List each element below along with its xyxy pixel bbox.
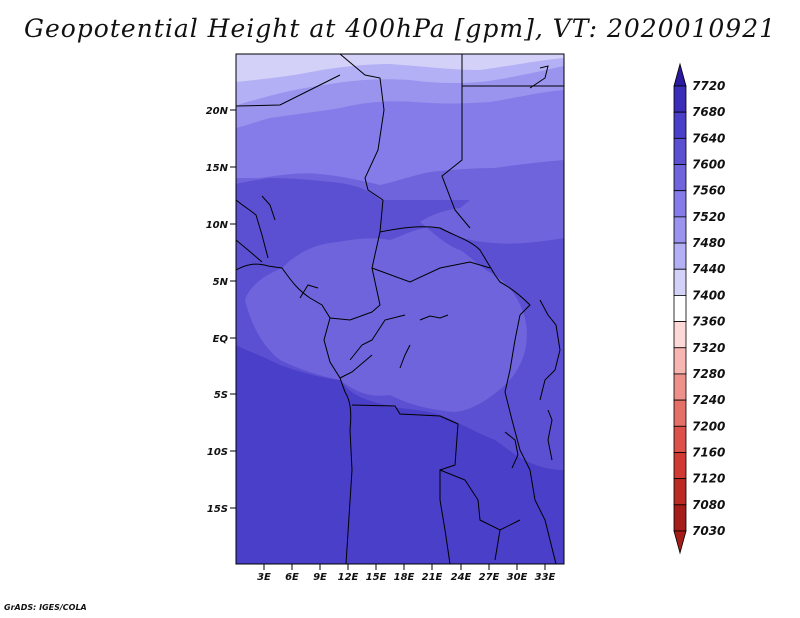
colorbar-label: 7280 <box>692 367 725 381</box>
footer-credit: GrADS: IGES/COLA <box>4 603 87 612</box>
colorbar-segment <box>673 425 687 453</box>
contour-fill <box>236 54 564 564</box>
colorbar-label: 7680 <box>692 105 725 119</box>
lat-tick-15n: 15N <box>206 163 229 174</box>
colorbar-label: 7520 <box>692 210 725 224</box>
lat-tick-20n: 20N <box>206 106 229 117</box>
colorbar-label: 7320 <box>692 341 725 355</box>
colorbar-segment <box>673 216 687 244</box>
colorbar-label: 7720 <box>692 79 725 93</box>
lon-tick-12e: 12E <box>338 572 359 583</box>
colorbar-label: 7240 <box>692 393 725 407</box>
colorbar-segment <box>673 242 687 270</box>
colorbar-label: 7640 <box>692 131 725 145</box>
colorbar-segment <box>673 111 687 139</box>
colorbar-segment <box>673 268 687 296</box>
colorbar-top-arrow <box>673 62 687 87</box>
lat-tick-5s: 5S <box>214 390 228 401</box>
colorbar-segment <box>673 373 687 401</box>
lat-axis: 20N 15N 10N 5N EQ 5S 10S 15S <box>206 106 236 515</box>
colorbar-label: 7560 <box>692 184 725 198</box>
colorbar-label: 7120 <box>692 472 725 486</box>
chart-title: Geopotential Height at 400hPa [gpm], VT:… <box>23 14 777 43</box>
lat-tick-15s: 15S <box>207 504 228 515</box>
colorbar-label: 7480 <box>692 236 725 250</box>
colorbar-label: 7440 <box>692 262 725 276</box>
lon-tick-30e: 30E <box>507 572 528 583</box>
colorbar-label: 7080 <box>692 498 725 512</box>
band-7400 <box>236 54 564 82</box>
lat-tick-eq: EQ <box>213 334 229 345</box>
lon-tick-6e: 6E <box>285 572 299 583</box>
colorbar-segment <box>673 478 687 506</box>
colorbar-segment <box>673 347 687 375</box>
colorbar-segment <box>673 321 687 349</box>
lon-tick-18e: 18E <box>394 572 415 583</box>
colorbar-label: 7360 <box>692 315 725 329</box>
map-frame <box>235 53 565 565</box>
lon-tick-33e: 33E <box>535 572 556 583</box>
lon-tick-24e: 24E <box>451 572 472 583</box>
lat-tick-10s: 10S <box>207 447 228 458</box>
lon-tick-3e: 3E <box>257 572 271 583</box>
lon-tick-27e: 27E <box>479 572 500 583</box>
colorbar-label: 7030 <box>692 524 725 538</box>
colorbar-segment <box>673 399 687 427</box>
lon-tick-9e: 9E <box>313 572 327 583</box>
lon-axis: 3E 6E 9E 12E 15E 18E 21E 24E 27E 30E 33E <box>257 564 556 583</box>
colorbar-segment <box>673 504 687 532</box>
colorbar-segment <box>673 164 687 192</box>
colorbar-segment <box>673 295 687 322</box>
lon-tick-21e: 21E <box>422 572 443 583</box>
lat-tick-5n: 5N <box>213 277 229 288</box>
colorbar-label: 7160 <box>692 445 725 459</box>
colorbar-label: 7400 <box>692 288 725 302</box>
lon-tick-15e: 15E <box>366 572 387 583</box>
colorbar-label: 7200 <box>692 419 725 433</box>
lat-tick-10n: 10N <box>206 220 229 231</box>
colorbar-segment <box>673 85 687 113</box>
colorbar: 7720 7680 7640 7600 7560 7520 7480 7440 7400 7360… <box>673 62 725 555</box>
country-borders <box>236 54 564 564</box>
colorbar-label: 7600 <box>692 158 725 172</box>
colorbar-segment <box>673 190 687 218</box>
colorbar-bottom-arrow <box>673 530 687 555</box>
colorbar-segment <box>673 137 687 165</box>
colorbar-segment <box>673 452 687 480</box>
